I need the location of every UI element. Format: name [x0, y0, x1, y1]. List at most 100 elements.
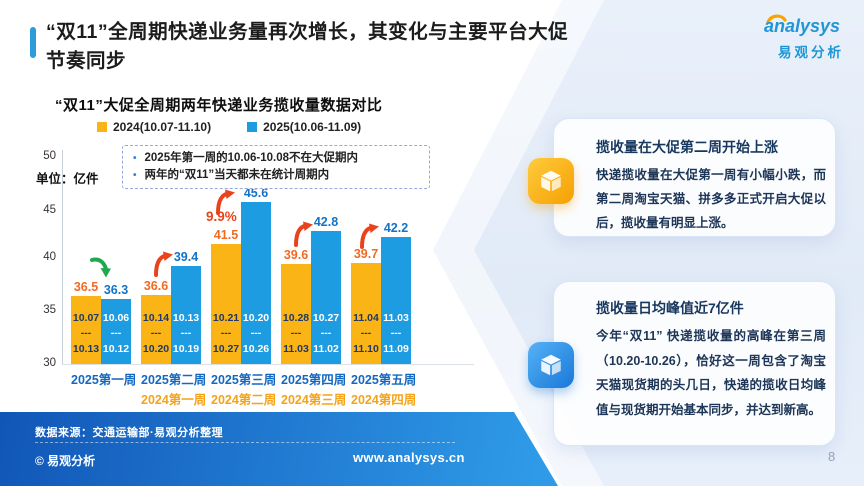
- bar-date-separator: ---: [180, 327, 192, 339]
- bar-date-end: 11.02: [313, 342, 339, 355]
- x-axis-label-2024-week3: 2024第三周: [281, 393, 347, 407]
- note-text-2: 两年的“双11”当天都未在统计周期内: [144, 169, 330, 181]
- bar-date-end: 11.10: [353, 342, 379, 355]
- footer-divider: [35, 442, 455, 443]
- x-axis-label-2024-week1: 2024第一周: [141, 393, 207, 407]
- logo-text: analysys: [764, 16, 840, 36]
- bar-date-end: 10.20: [142, 342, 170, 355]
- bar-2025-week2: 10.13 --- 10.19: [171, 266, 201, 364]
- website-link[interactable]: www.analysys.cn: [353, 450, 465, 465]
- insight-icon-badge-2: [528, 342, 574, 388]
- bar-value-2025-week5: 42.2: [383, 221, 409, 236]
- bar-date-separator: ---: [250, 327, 262, 339]
- y-axis-tick: 40: [43, 251, 56, 263]
- x-axis-line: [62, 364, 474, 365]
- x-axis-labels-2025: 2025第一周 2025第二周 2025第三周 2025第四周 2025第五周: [71, 369, 417, 388]
- bar-value-2024-week5: 39.7: [353, 247, 379, 262]
- footer-band: 数据来源：交通运输部·易观分析整理 © 易观分析 www.analysys.cn: [0, 412, 558, 486]
- insight-card-1: 揽收量在大促第二周开始上涨 快递揽收量在大促第一周有小幅小跌，而第二周淘宝天猫、…: [553, 118, 836, 237]
- bar-date-end: 11.03: [283, 342, 309, 355]
- y-axis-line: [62, 150, 63, 364]
- legend-swatch-2025: [247, 122, 258, 132]
- bar-date-separator: ---: [220, 327, 232, 339]
- page-number: 8: [828, 449, 836, 464]
- bar-value-2024-week1: 36.5: [73, 280, 99, 295]
- bar-2025-week4: 10.27 --- 11.02: [311, 230, 341, 364]
- bar-date-separator: ---: [80, 327, 92, 339]
- x-axis-label-2025-week4: 2025第四周: [281, 373, 347, 387]
- bar-2025-week1: 10.06 --- 10.12: [101, 298, 131, 364]
- bar-date-separator: ---: [290, 327, 302, 339]
- legend-label-2025: 2025(10.06-11.09): [263, 120, 362, 134]
- analysys-logo-icon: analysys: [764, 14, 840, 36]
- note-line-2: • 两年的“双11”当天都未在统计周期内: [129, 167, 421, 184]
- trend-arrow-up-icon: [154, 251, 173, 277]
- bar-groups: 36.5 10.07 --- 10.13 36.3 10.06 --- 10.1…: [71, 186, 411, 364]
- bar-date-start: 11.03: [383, 311, 409, 324]
- bar-value-2024-week4: 39.6: [283, 248, 309, 263]
- x-axis-label-2025-week3: 2025第三周: [211, 373, 277, 387]
- note-bullet-icon: •: [133, 170, 137, 181]
- x-axis-label-2024-week4: 2024第四周: [351, 393, 417, 407]
- legend-item-2024: 2024(10.07-11.10): [97, 120, 211, 134]
- bar-value-2025-week2: 39.4: [173, 250, 199, 265]
- bar-group-week4: 39.6 10.28 --- 11.03 42.8 10.27 --- 11.0…: [281, 215, 341, 364]
- bar-date-end: 10.27: [212, 342, 240, 355]
- bar-date-start: 10.21: [212, 311, 240, 324]
- bar-value-2025-week4: 42.8: [313, 214, 339, 229]
- page-title-line1: “双11”全周期快递业务量再次增长，其变化与主要平台大促: [46, 21, 569, 43]
- logo-swoosh-icon: [766, 14, 787, 24]
- chart-notes-box: • 2025年第一周的10.06-10.08不在大促期内 • 两年的“双11”当…: [122, 145, 430, 189]
- y-axis-tick: 35: [43, 304, 56, 316]
- bar-date-separator: ---: [360, 327, 372, 339]
- trend-arrow-up-icon: [360, 223, 379, 249]
- insight-body: 快递揽收量在大促第一周有小幅小跌，而第二周淘宝天猫、拼多多正式开启大促以后，揽收…: [596, 168, 826, 230]
- note-line-1: • 2025年第一周的10.06-10.08不在大促期内: [129, 150, 421, 167]
- logo-text-cn: 易观分析: [778, 45, 844, 60]
- y-axis-tick: 50: [43, 150, 56, 162]
- bar-value-2024-week2: 36.6: [143, 279, 169, 294]
- bar-date-start: 10.28: [282, 311, 310, 324]
- bar-date-separator: ---: [320, 327, 332, 339]
- insight-body: 今年“双11” 快递揽收量的高峰在第三周（10.20-10.26），恰好这一周包…: [596, 329, 826, 417]
- legend-swatch-2024: [97, 122, 107, 132]
- x-axis-label-2025-week5: 2025第五周: [351, 373, 417, 387]
- bar-date-separator: ---: [110, 327, 122, 339]
- bar-2024-week4: 10.28 --- 11.03: [281, 264, 311, 364]
- growth-percent-label: 9.9%: [206, 209, 237, 224]
- bar-date-end: 10.26: [242, 342, 270, 355]
- chart-legend: 2024(10.07-11.10) 2025(10.06-11.09): [97, 120, 361, 134]
- bar-2024-week2: 10.14 --- 10.20: [141, 295, 171, 364]
- insight-card-2: 揽收量日均峰值近7亿件 今年“双11” 快递揽收量的高峰在第三周（10.20-1…: [553, 281, 836, 446]
- bar-2024-week3: 10.21 --- 10.27: [211, 244, 241, 364]
- note-bullet-icon: •: [133, 153, 137, 164]
- note-text-1: 2025年第一周的10.06-10.08不在大促期内: [144, 152, 358, 164]
- y-axis-tick: 30: [43, 357, 56, 369]
- bar-2024-week1: 10.07 --- 10.13: [71, 296, 101, 364]
- bar-value-2025-week1: 36.3: [103, 282, 129, 297]
- bar-date-separator: ---: [390, 327, 402, 339]
- bar-date-start: 10.07: [72, 311, 100, 324]
- trend-arrow-up-icon: [216, 189, 235, 215]
- bar-group-week3: 41.5 10.21 --- 10.27 45.6 10.20 --- 10.2…: [211, 186, 271, 364]
- x-axis-label-2024-week2: 2024第二周: [211, 393, 277, 407]
- bar-date-end: 10.13: [72, 342, 100, 355]
- x-axis-label-2025-week1: 2025第一周: [71, 373, 137, 387]
- copyright: © 易观分析: [35, 454, 96, 468]
- bar-date-end: 10.19: [172, 342, 200, 355]
- bar-2025-week3: 10.20 --- 10.26: [241, 201, 271, 364]
- package-icon: [541, 170, 561, 192]
- insight-title: 揽收量日均峰值近7亿件: [596, 300, 744, 316]
- title-accent-bar: [30, 27, 36, 58]
- bar-date-end: 11.09: [383, 342, 409, 355]
- package-icon: [541, 354, 561, 376]
- bar-date-start: 10.27: [312, 311, 340, 324]
- bar-group-week5: 39.7 11.04 --- 11.10 42.2 11.03 --- 11.0…: [351, 221, 411, 364]
- insight-title: 揽收量在大促第二周开始上涨: [596, 139, 778, 155]
- bar-date-start: 10.13: [172, 311, 200, 324]
- legend-item-2025: 2025(10.06-11.09): [247, 120, 361, 134]
- bar-date-start: 10.20: [242, 311, 270, 324]
- bar-date-start: 10.14: [142, 311, 170, 324]
- bar-group-week1: 36.5 10.07 --- 10.13 36.3 10.06 --- 10.1…: [71, 280, 131, 364]
